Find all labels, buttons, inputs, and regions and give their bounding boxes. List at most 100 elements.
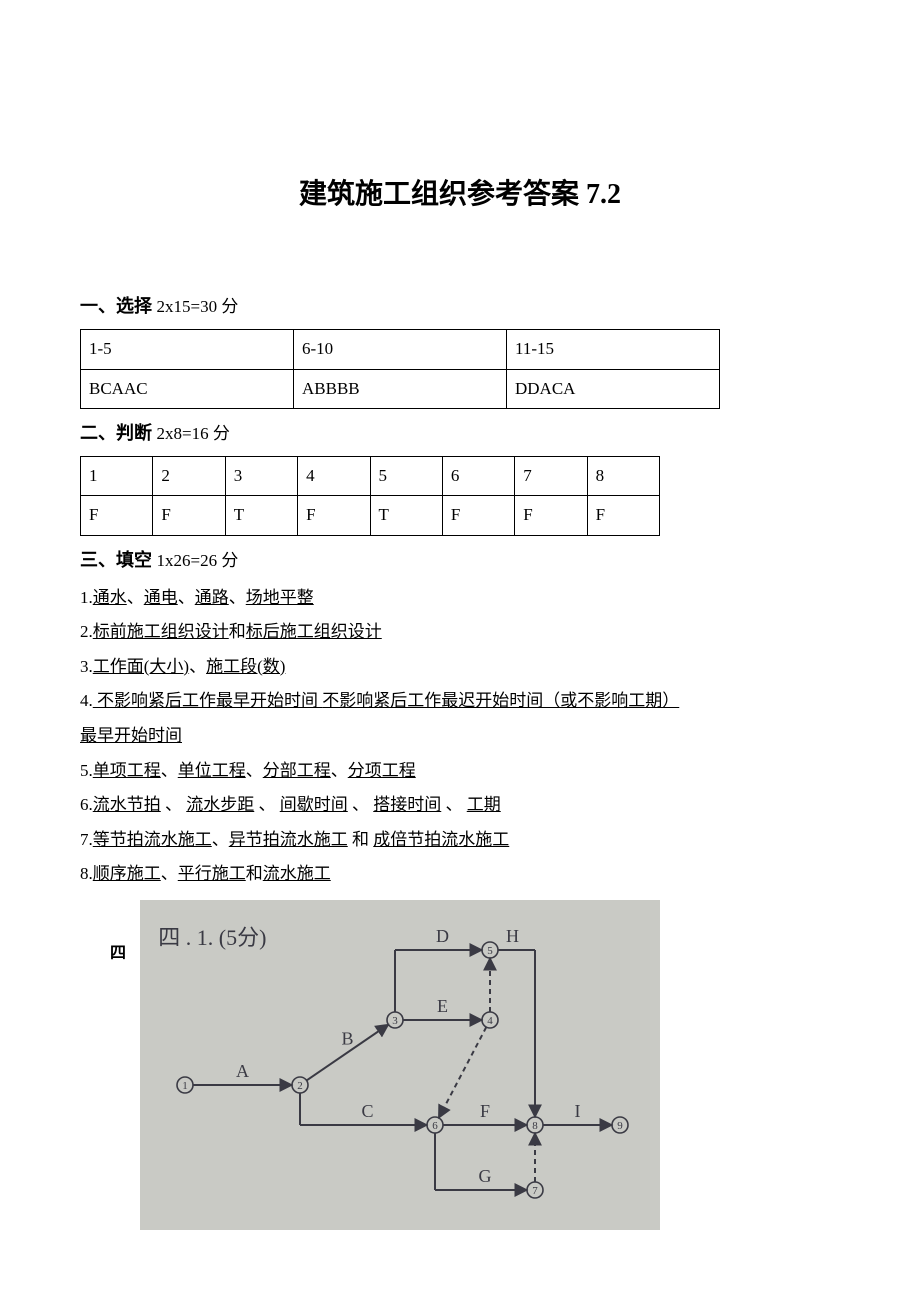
svg-text:C: C [362, 1101, 374, 1121]
sep: 、 [246, 761, 263, 780]
sep: 、 [161, 795, 187, 814]
cell: 1 [81, 456, 153, 496]
cell: BCAAC [81, 369, 294, 409]
svg-text:9: 9 [618, 1120, 624, 1132]
table-row: 1-5 6-10 11-15 [81, 329, 720, 369]
sep: 、 [178, 588, 195, 607]
cell: 5 [370, 456, 442, 496]
blank: 流水节拍 [93, 795, 161, 814]
sep: 、 [189, 657, 206, 676]
table-row: BCAAC ABBBB DDACA [81, 369, 720, 409]
fill-3: 3.工作面(大小)、施工段(数) [80, 652, 840, 683]
page-title: 建筑施工组织参考答案 7.2 [80, 170, 840, 220]
blank: 异节拍流水施工 [229, 830, 348, 849]
fill-4b: 最早开始时间 [80, 721, 840, 752]
svg-text:4: 4 [488, 1015, 494, 1027]
section-3-label: 三、填空 [80, 550, 152, 570]
table-choice: 1-5 6-10 11-15 BCAAC ABBBB DDACA [80, 329, 720, 409]
blank: 通电 [144, 588, 178, 607]
prefix: 4. [80, 691, 93, 710]
sep: 、 [161, 761, 178, 780]
table-row: 1 2 3 4 5 6 7 8 [81, 456, 660, 496]
cell: F [515, 496, 587, 536]
section-1-scoring: 2x15=30 分 [157, 297, 239, 316]
blank: 工期 [467, 795, 501, 814]
svg-text:E: E [437, 996, 448, 1016]
blank: 标后施工组织设计 [246, 622, 382, 641]
fill-6: 6.流水节拍 、 流水步距 、 间歇时间 、 搭接时间 、 工期 [80, 790, 840, 821]
sep: 、 [331, 761, 348, 780]
section-1-heading: 一、选择 2x15=30 分 [80, 290, 840, 323]
fill-8: 8.顺序施工、平行施工和流水施工 [80, 859, 840, 890]
svg-text:F: F [480, 1101, 490, 1121]
blank: 最早开始时间 [80, 726, 182, 745]
svg-text:7: 7 [533, 1185, 539, 1197]
blank: 不影响紧后工作最早开始时间 [93, 691, 323, 710]
cell: ABBBB [294, 369, 507, 409]
fill-2: 2.标前施工组织设计和标后施工组织设计 [80, 617, 840, 648]
svg-text:5: 5 [488, 945, 494, 957]
svg-text:I: I [575, 1101, 581, 1121]
section-2-scoring: 2x8=16 分 [157, 424, 230, 443]
cell: DDACA [507, 369, 720, 409]
prefix: 3. [80, 657, 93, 676]
section-4-label: 四 [110, 940, 126, 969]
blank: 工作面(大小) [93, 657, 189, 676]
sep: 、 [229, 588, 246, 607]
cell: F [153, 496, 225, 536]
sep: 和 [348, 830, 374, 849]
blank: 流水施工 [263, 864, 331, 883]
prefix: 2. [80, 622, 93, 641]
cell: T [370, 496, 442, 536]
section-2-label: 二、判断 [80, 423, 152, 443]
prefix: 7. [80, 830, 93, 849]
fill-7: 7.等节拍流水施工、异节拍流水施工 和 成倍节拍流水施工 [80, 825, 840, 856]
blank: 顺序施工 [93, 864, 161, 883]
blank: 间歇时间 [280, 795, 348, 814]
cell: F [442, 496, 514, 536]
blank: 分部工程 [263, 761, 331, 780]
section-1-label: 一、选择 [80, 296, 152, 316]
blank: 施工段(数) [206, 657, 285, 676]
cell: 7 [515, 456, 587, 496]
svg-text:H: H [506, 926, 519, 946]
sep: 和 [229, 622, 246, 641]
cell: 11-15 [507, 329, 720, 369]
blank: 流水步距 [186, 795, 254, 814]
blank: 等节拍流水施工 [93, 830, 212, 849]
cell: F [298, 496, 370, 536]
fill-4: 4. 不影响紧后工作最早开始时间 不影响紧后工作最迟开始时间（或不影响工期） [80, 686, 840, 717]
cell: 4 [298, 456, 370, 496]
blank: 通水 [93, 588, 127, 607]
sep: 、 [441, 795, 467, 814]
cell: T [225, 496, 297, 536]
cell: 6 [442, 456, 514, 496]
blank: 单位工程 [178, 761, 246, 780]
blank: 成倍节拍流水施工 [373, 830, 509, 849]
prefix: 1. [80, 588, 93, 607]
svg-text:3: 3 [393, 1015, 399, 1027]
cell: 3 [225, 456, 297, 496]
svg-text:2: 2 [298, 1080, 304, 1092]
table-row: F F T F T F F F [81, 496, 660, 536]
svg-text:8: 8 [533, 1120, 539, 1132]
blank: 分项工程 [348, 761, 416, 780]
blank: 标前施工组织设计 [93, 622, 229, 641]
section-3-heading: 三、填空 1x26=26 分 [80, 544, 840, 577]
blank: 搭接时间 [373, 795, 441, 814]
svg-text:D: D [436, 926, 449, 946]
blank: 不影响紧后工作最迟开始时间（或不影响工期） [322, 691, 679, 710]
section-3-scoring: 1x26=26 分 [157, 551, 239, 570]
sep: 、 [348, 795, 374, 814]
blank: 场地平整 [246, 588, 314, 607]
svg-text:B: B [342, 1028, 354, 1048]
cell: F [587, 496, 659, 536]
fill-5: 5.单项工程、单位工程、分部工程、分项工程 [80, 756, 840, 787]
fill-1: 1.通水、通电、通路、场地平整 [80, 583, 840, 614]
cell: F [81, 496, 153, 536]
table-judge: 1 2 3 4 5 6 7 8 F F T F T F F F [80, 456, 660, 536]
section-2-heading: 二、判断 2x8=16 分 [80, 417, 840, 450]
sep: 、 [254, 795, 280, 814]
svg-text:G: G [479, 1166, 492, 1186]
network-diagram: 四 . 1. (5分) ABDECHFGI123456789 [140, 900, 660, 1230]
